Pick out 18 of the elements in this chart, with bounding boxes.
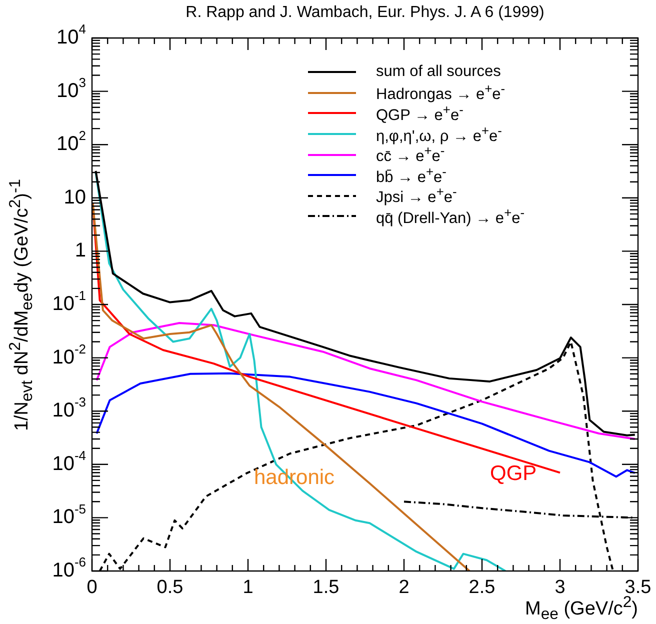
x-tick-label: 2.5: [468, 577, 496, 598]
x-tick-label: 1.5: [312, 577, 340, 598]
x-tick-label: 0.5: [156, 577, 184, 598]
x-tick-label: 2: [398, 577, 410, 598]
legend-label: Hadrongas → e$^{+}$e$^{-}$: [376, 81, 506, 104]
chart-title: R. Rapp and J. Wambach, Eur. Phys. J. A 6 (1999): [184, 4, 546, 22]
legend-label: Jpsi → e$^{+}$e$^{-}$: [376, 184, 457, 208]
y-tick-label: 10: [64, 186, 86, 208]
y-tick-label: 1: [74, 240, 86, 262]
legend-label: qq̄ (Drell-Yan) → e$^{+}$e$^{-}$: [376, 204, 525, 228]
legend-label: bb̄ → e$^{+}$e$^{-}$: [376, 164, 446, 187]
legend-label: η,φ,η',ω, ρ → e$^{+}$e$^{-}$: [376, 122, 502, 146]
legend-label: sum of all sources: [376, 63, 501, 82]
legend-label: cc̄ → e$^{+}$e$^{-}$: [376, 143, 445, 166]
x-tick-label: 0: [86, 577, 98, 598]
annotation: QGP: [490, 462, 537, 486]
x-tick-label: 1: [242, 577, 254, 598]
legend-label: QGP → e$^{+}$e$^{-}$: [376, 102, 464, 126]
